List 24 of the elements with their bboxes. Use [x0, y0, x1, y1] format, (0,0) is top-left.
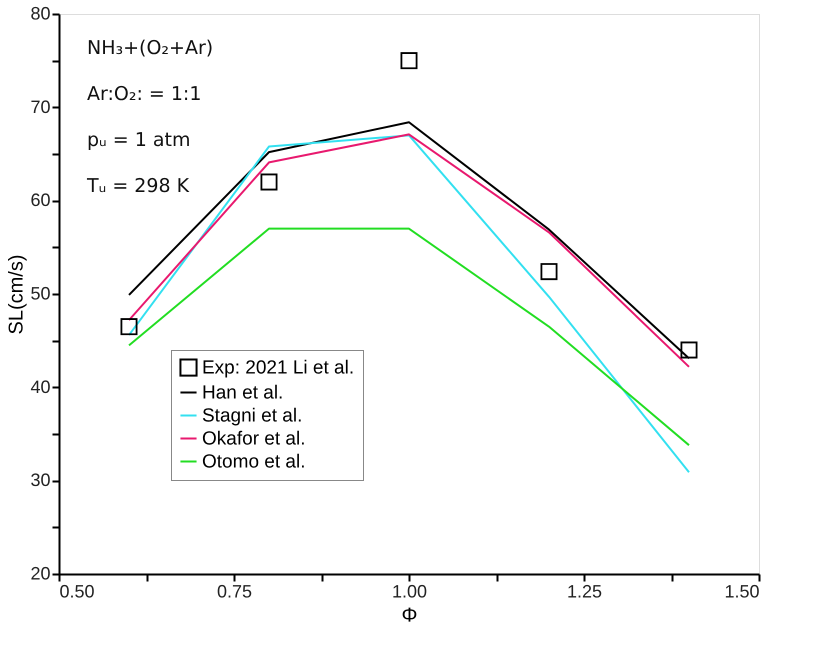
legend-label: Exp: 2021 Li et al.: [202, 358, 354, 378]
x-tick-label: 1.50: [724, 582, 760, 602]
x-axis-title: Φ: [402, 604, 418, 626]
y-tick-label: 40: [30, 376, 50, 397]
y-tick-label: 80: [30, 4, 50, 24]
legend-label: Stagni et al.: [202, 406, 302, 426]
y-tick-label: 50: [30, 284, 50, 304]
legend-label: Okafor et al.: [202, 428, 306, 450]
legend-label: Han et al.: [202, 382, 284, 404]
x-tick-label: 1.25: [566, 582, 602, 602]
x-tick-label: 0.75: [216, 582, 252, 602]
annotation: Tᵤ = 298 K: [86, 175, 190, 197]
y-tick-label: 60: [30, 190, 50, 210]
annotation: pᵤ = 1 atm: [87, 129, 190, 151]
y-tick-label: 20: [30, 564, 50, 584]
line-series: [128, 228, 690, 446]
annotation: NH₃+(O₂+Ar): [87, 37, 214, 59]
x-tick-label: 1.00: [392, 582, 428, 602]
y-axis-title: SL(cm/s): [5, 254, 28, 334]
annotation: Ar:O₂: = 1:1: [87, 83, 202, 105]
y-tick-label: 70: [30, 96, 50, 117]
legend-label: Otomo et al.: [202, 452, 306, 472]
x-tick-label: 0.50: [60, 582, 95, 602]
y-tick-label: 30: [30, 470, 50, 490]
